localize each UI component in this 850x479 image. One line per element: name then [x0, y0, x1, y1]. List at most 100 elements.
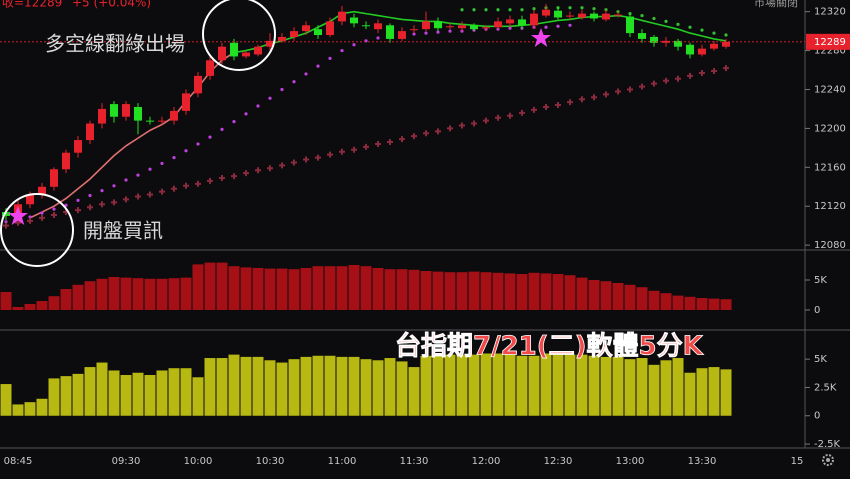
- candle-body: [410, 29, 418, 31]
- x-tick-label: 09:30: [112, 456, 141, 467]
- volume-bar: [540, 353, 552, 416]
- indicator-cross: [459, 122, 465, 129]
- indicator-cross: [699, 69, 705, 76]
- volume-bar: [36, 398, 48, 416]
- indicator-cross: [99, 201, 105, 208]
- y-tick-label: 0: [814, 411, 820, 422]
- volume-bar: [228, 354, 240, 416]
- candle-body: [674, 40, 682, 47]
- indicator-cross: [303, 156, 309, 163]
- volume-bar: [480, 272, 492, 310]
- volume-bar: [516, 274, 528, 310]
- candle-body: [182, 93, 190, 111]
- y-tick-label: 12200: [814, 123, 846, 134]
- indicator-dot: [532, 7, 536, 11]
- candle-body: [530, 13, 538, 26]
- volume-bar: [384, 269, 396, 310]
- indicator-dot: [148, 167, 152, 171]
- indicator-cross: [363, 143, 369, 150]
- y-tick-label: 12240: [814, 84, 846, 95]
- candle-body: [206, 60, 214, 76]
- indicator-dot: [412, 32, 416, 36]
- volume-bar: [576, 277, 588, 310]
- volume-bar: [624, 284, 636, 310]
- candle-body: [2, 212, 10, 216]
- indicator-dot: [700, 28, 704, 32]
- volume-bar: [324, 355, 336, 416]
- volume-bar: [288, 359, 300, 416]
- volume-bar: [528, 272, 540, 310]
- volume-bar: [360, 359, 372, 416]
- indicator-cross: [567, 99, 573, 106]
- indicator-cross: [267, 165, 273, 172]
- volume-bar: [24, 402, 36, 416]
- indicator-cross: [663, 77, 669, 84]
- indicator-dot: [436, 30, 440, 34]
- indicator-cross: [675, 75, 681, 82]
- volume-bar: [396, 269, 408, 310]
- chart-annotation: 台指期7/21(二)軟體5分K: [395, 331, 704, 362]
- plot-area: 12080 12120 12160 12200 12240 12280 12320 12289…: [0, 3, 850, 467]
- volume-bar: [336, 356, 348, 416]
- indicator-cross: [183, 182, 189, 189]
- indicator-cross: [27, 217, 33, 224]
- indicator-cross: [279, 162, 285, 169]
- volume-bar: [420, 355, 432, 416]
- indicator-dot: [496, 8, 500, 12]
- candle-body: [374, 23, 382, 30]
- x-tick-label: 08:45: [4, 456, 33, 467]
- volume-bar: [372, 268, 384, 310]
- volume-bar: [84, 281, 96, 310]
- candle-body: [434, 21, 442, 29]
- volume-bar: [612, 283, 624, 310]
- volume-bar: [672, 295, 684, 310]
- indicator-cross: [231, 173, 237, 180]
- volume-bar: [252, 356, 264, 416]
- volume-bar: [660, 360, 672, 416]
- volume-bar: [636, 287, 648, 310]
- candle-body: [710, 43, 718, 49]
- indicator-cross: [39, 214, 45, 221]
- indicator-dot: [268, 96, 272, 100]
- volume-bar: [240, 267, 252, 310]
- candle-body: [134, 107, 142, 121]
- volume-bar: [564, 354, 576, 416]
- indicator-cross: [3, 222, 9, 229]
- volume-bar: [576, 354, 588, 416]
- candle-body: [494, 21, 502, 28]
- candle-body: [458, 25, 466, 29]
- volume-bar: [216, 358, 228, 416]
- volume-bar: [336, 266, 348, 310]
- volume-bar: [132, 278, 144, 310]
- indicator-dot: [664, 19, 668, 24]
- indicator-cross: [483, 117, 489, 124]
- candle-body: [446, 26, 454, 28]
- volume-bar: [168, 278, 180, 310]
- volume-bar: [0, 384, 12, 416]
- star-marker: [531, 28, 551, 47]
- indicator-dot: [196, 142, 200, 146]
- candle-body: [506, 19, 514, 24]
- settings-icon[interactable]: [822, 454, 834, 466]
- indicator-dot: [376, 36, 380, 40]
- volume-bar: [600, 356, 612, 416]
- y-tick-label: 12120: [814, 201, 846, 212]
- volume-bar: [468, 271, 480, 310]
- candle-body: [554, 10, 562, 18]
- volume-bar: [108, 370, 120, 416]
- y-tick-label: 12280: [814, 46, 846, 57]
- candle-body: [290, 31, 298, 37]
- x-tick-label: 11:00: [328, 456, 357, 467]
- indicator-dot: [568, 6, 572, 10]
- volume-bar: [456, 354, 468, 416]
- volume-bar: [348, 356, 360, 416]
- volume-bar: [468, 354, 480, 416]
- volume-bar: [240, 356, 252, 416]
- indicator-cross: [627, 86, 633, 93]
- indicator-dot: [520, 8, 524, 12]
- indicator-cross: [123, 196, 129, 203]
- volume-bar: [696, 298, 708, 310]
- quote: 收=12289: [2, 0, 62, 10]
- indicator-dot: [592, 7, 596, 11]
